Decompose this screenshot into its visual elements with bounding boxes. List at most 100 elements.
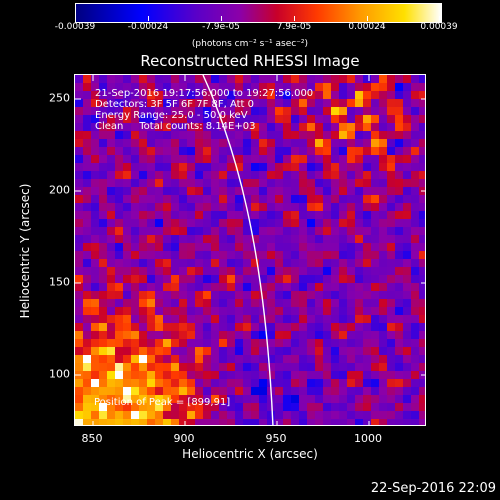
image-pixel xyxy=(355,363,364,372)
image-pixel xyxy=(99,75,108,84)
image-pixel xyxy=(179,267,188,276)
image-pixel xyxy=(147,187,156,196)
image-pixel xyxy=(179,283,188,292)
image-pixel xyxy=(331,147,340,156)
image-pixel xyxy=(179,219,188,228)
image-pixel xyxy=(339,195,348,204)
image-pixel xyxy=(243,363,252,372)
image-pixel xyxy=(235,283,244,292)
image-pixel xyxy=(91,123,100,132)
image-pixel xyxy=(115,331,124,340)
image-pixel xyxy=(291,123,300,132)
image-pixel xyxy=(139,107,148,116)
image-pixel xyxy=(195,283,204,292)
image-pixel xyxy=(259,211,268,220)
image-pixel xyxy=(267,275,276,284)
image-pixel xyxy=(83,315,92,324)
image-pixel xyxy=(251,395,260,404)
image-pixel xyxy=(419,219,425,228)
image-pixel xyxy=(219,267,228,276)
image-pixel xyxy=(99,387,108,396)
image-pixel xyxy=(139,187,148,196)
image-pixel xyxy=(323,163,332,172)
image-pixel xyxy=(227,179,236,188)
colorbar-tick-label: -7.9e-05 xyxy=(202,22,240,32)
image-pixel xyxy=(91,131,100,140)
image-pixel xyxy=(315,107,324,116)
image-pixel xyxy=(267,323,276,332)
image-pixel xyxy=(259,315,268,324)
image-pixel xyxy=(411,363,420,372)
image-pixel xyxy=(371,123,380,132)
image-pixel xyxy=(283,227,292,236)
image-pixel xyxy=(315,395,324,404)
image-pixel xyxy=(355,339,364,348)
image-pixel xyxy=(179,387,188,396)
image-pixel xyxy=(411,211,420,220)
image-pixel xyxy=(275,291,284,300)
image-pixel xyxy=(275,219,284,228)
image-pixel xyxy=(275,211,284,220)
image-pixel xyxy=(195,219,204,228)
image-pixel xyxy=(291,267,300,276)
image-pixel xyxy=(347,107,356,116)
image-pixel xyxy=(299,91,308,100)
image-pixel xyxy=(299,347,308,356)
image-pixel xyxy=(339,267,348,276)
image-pixel xyxy=(115,419,124,425)
image-pixel xyxy=(107,195,116,204)
image-pixel xyxy=(195,75,204,84)
image-pixel xyxy=(187,419,196,425)
image-pixel xyxy=(283,363,292,372)
image-pixel xyxy=(195,299,204,308)
image-pixel xyxy=(187,243,196,252)
image-pixel xyxy=(347,259,356,268)
image-pixel xyxy=(147,227,156,236)
image-pixel xyxy=(355,403,364,412)
image-pixel xyxy=(315,379,324,388)
image-pixel xyxy=(187,163,196,172)
image-pixel xyxy=(315,235,324,244)
image-pixel xyxy=(227,411,236,420)
image-pixel xyxy=(171,99,180,108)
image-pixel xyxy=(387,315,396,324)
image-pixel xyxy=(339,123,348,132)
image-pixel xyxy=(347,163,356,172)
image-pixel xyxy=(227,187,236,196)
image-pixel xyxy=(299,147,308,156)
image-pixel xyxy=(123,403,132,412)
image-pixel xyxy=(387,147,396,156)
image-pixel xyxy=(83,411,92,420)
image-pixel xyxy=(283,243,292,252)
image-title: Reconstructed RHESSI Image xyxy=(140,52,360,70)
image-pixel xyxy=(275,139,284,148)
image-pixel xyxy=(419,275,425,284)
image-pixel xyxy=(331,379,340,388)
image-pixel xyxy=(75,387,84,396)
colorbar-tick-mark xyxy=(294,16,295,21)
image-pixel xyxy=(179,155,188,164)
image-pixel xyxy=(107,347,116,356)
image-pixel xyxy=(211,171,220,180)
image-pixel xyxy=(107,283,116,292)
image-pixel xyxy=(155,75,164,84)
image-pixel xyxy=(299,211,308,220)
colorbar-tick-mark xyxy=(367,16,368,21)
image-pixel xyxy=(331,323,340,332)
image-pixel xyxy=(275,315,284,324)
image-pixel xyxy=(211,147,220,156)
image-pixel xyxy=(99,203,108,212)
image-pixel xyxy=(99,83,108,92)
image-pixel xyxy=(307,131,316,140)
image-pixel xyxy=(83,203,92,212)
image-pixel xyxy=(227,283,236,292)
image-pixel xyxy=(419,331,425,340)
image-pixel xyxy=(347,219,356,228)
image-pixel xyxy=(267,123,276,132)
image-pixel xyxy=(419,387,425,396)
image-pixel xyxy=(355,155,364,164)
image-pixel xyxy=(251,107,260,116)
image-pixel xyxy=(91,275,100,284)
image-pixel xyxy=(75,283,84,292)
image-pixel xyxy=(219,395,228,404)
